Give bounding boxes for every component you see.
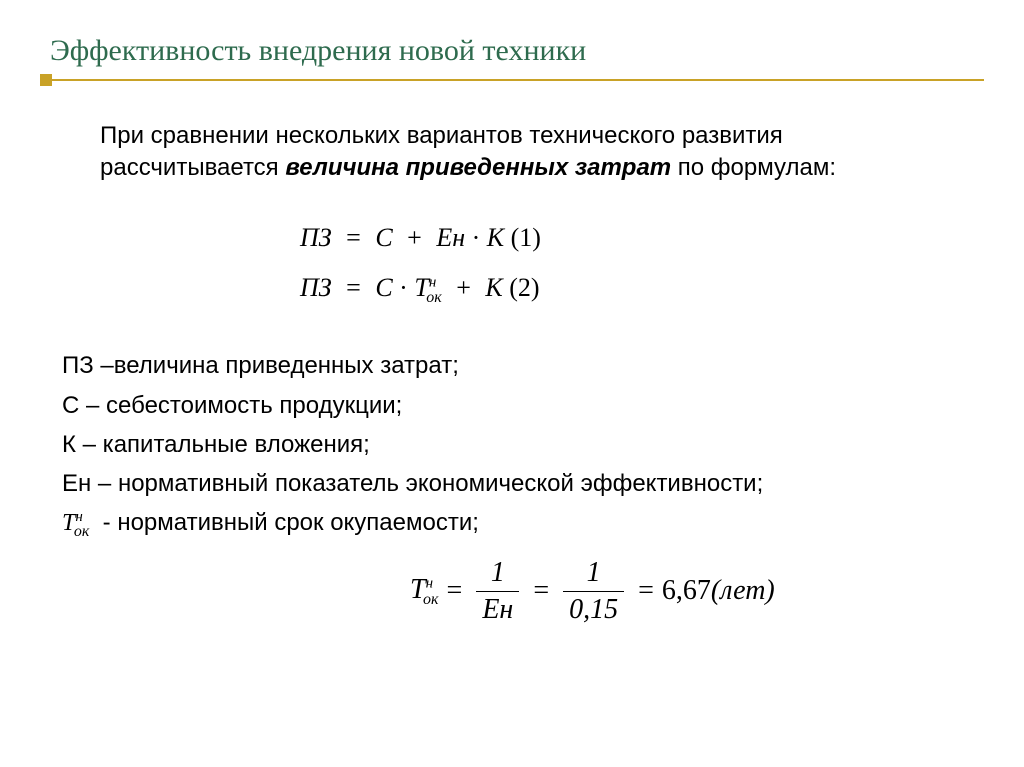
def-pz: ПЗ –величина приведенных затрат; [62, 347, 984, 384]
bf-result: 6,67 [662, 575, 711, 607]
intro-emphasis: величина приведенных затрат [285, 154, 671, 181]
bf-eq3: = [638, 575, 654, 607]
bf-frac1: 1 Ен [476, 557, 519, 626]
def-en-sym: Ен [62, 470, 91, 497]
def-en: Ен – нормативный показатель экономическо… [62, 465, 984, 502]
bf-eq2: = [533, 575, 549, 607]
def-pz-sym: ПЗ [62, 352, 94, 379]
bf-t-sup: н [426, 575, 433, 591]
bf-eq1: = [447, 575, 463, 607]
def-c-sym: С [62, 392, 79, 419]
f1-plus: + [407, 223, 422, 252]
bf-frac2-num: 1 [581, 557, 607, 589]
formula-block: ПЗ = С + Ен · К (1) ПЗ = С · Тнок + К (2… [300, 213, 984, 313]
f1-en: Ен [436, 223, 465, 252]
f2-k: К [485, 273, 502, 302]
f2-t-sup: н [429, 274, 436, 290]
formula-2: ПЗ = С · Тнок + К (2) [300, 263, 984, 314]
def-k-sym: К [62, 431, 76, 458]
def-tok: Тнок - нормативный срок окупаемости; [62, 504, 984, 545]
f2-plus: + [456, 273, 471, 302]
f1-c: С [375, 223, 392, 252]
f2-eq: = [346, 273, 361, 302]
def-en-text: – нормативный показатель экономической э… [91, 470, 763, 497]
bf-frac2-bar [563, 591, 624, 592]
def-k: К – капитальные вложения; [62, 426, 984, 463]
f1-k: К [487, 223, 504, 252]
bf-frac2: 1 0,15 [563, 557, 624, 626]
f1-eq: = [346, 223, 361, 252]
f1-lhs: ПЗ [300, 223, 332, 252]
def-tok-sub: ок [74, 523, 89, 540]
f2-dot: · [399, 273, 408, 302]
f2-c: С [375, 273, 392, 302]
formula-1: ПЗ = С + Ен · К (1) [300, 213, 984, 262]
def-tok-sym: Тнок [62, 505, 96, 545]
f1-dot: · [472, 223, 481, 252]
intro-paragraph: При сравнении нескольких вариантов техни… [100, 120, 944, 183]
bf-frac1-den: Ен [476, 594, 519, 626]
bf-t: Тнок [410, 574, 439, 610]
f2-t: Тнок [414, 273, 441, 302]
f1-tag: (1) [511, 223, 541, 252]
definitions-list: ПЗ –величина приведенных затрат; С – себ… [62, 347, 984, 544]
f2-lhs: ПЗ [300, 273, 332, 302]
page-title: Эффективность внедрения новой техники [50, 34, 984, 68]
title-rule [40, 80, 984, 86]
rule-line [52, 79, 984, 81]
bf-frac1-num: 1 [485, 557, 511, 589]
bottom-formula: Тнок = 1 Ен = 1 0,15 = 6,67(лет) [410, 557, 984, 626]
def-c-text: – себестоимость продукции; [79, 392, 402, 419]
intro-text-2: по формулам: [671, 154, 836, 181]
bf-t-sub: ок [423, 591, 438, 608]
def-pz-text: –величина приведенных затрат; [94, 352, 459, 379]
def-k-text: – капитальные вложения; [76, 431, 370, 458]
bf-frac1-bar [476, 591, 519, 592]
f2-t-sub: ок [426, 289, 441, 306]
def-tok-text: - нормативный срок окупаемости; [96, 509, 479, 536]
def-c: С – себестоимость продукции; [62, 387, 984, 424]
bf-unit: (лет) [711, 575, 775, 607]
bf-frac2-den: 0,15 [563, 594, 624, 626]
rule-square [40, 74, 52, 86]
f2-tag: (2) [509, 273, 539, 302]
